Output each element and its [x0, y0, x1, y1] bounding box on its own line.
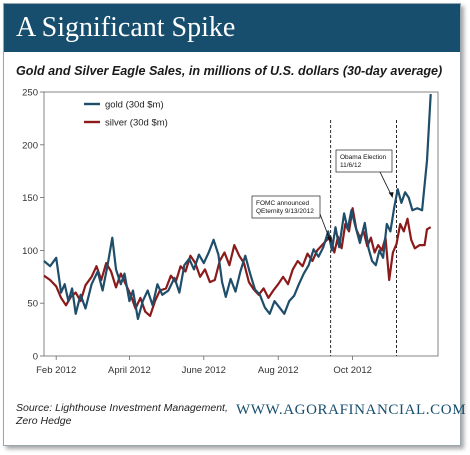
x-tick-label: April 2012	[108, 365, 151, 376]
chart-card: A Significant Spike Gold and Silver Eagl…	[3, 3, 466, 446]
y-tick-label: 250	[22, 88, 38, 99]
annotation-text: Obama Election	[340, 154, 387, 161]
plot-frame	[43, 91, 439, 357]
y-tick-label: 200	[22, 140, 38, 151]
source-note: Source: Lighthouse Investment Management…	[16, 402, 236, 428]
x-tick-label: Aug 2012	[258, 365, 299, 376]
annotation-box	[335, 149, 393, 173]
page-title: A Significant Spike	[16, 12, 236, 43]
x-tick-label: Oct 2012	[333, 365, 372, 376]
y-tick-label: 0	[33, 352, 38, 363]
chart-subtitle: Gold and Silver Eagle Sales, in millions…	[16, 64, 443, 78]
legend-label: gold (30d $m)	[105, 100, 164, 111]
source-line-2: Zero Hedge	[16, 415, 72, 427]
source-line-1: Source: Lighthouse Investment Management…	[16, 402, 228, 414]
y-tick-label: 100	[22, 246, 38, 257]
annotation-text: QEternity 9/13/2012	[256, 208, 314, 215]
title-banner: A Significant Spike	[4, 4, 460, 52]
y-tick-label: 150	[22, 193, 38, 204]
legend-label: silver (30d $m)	[105, 118, 168, 129]
annotation-arrowhead	[326, 236, 332, 242]
annotation-box	[251, 195, 321, 219]
annotation-text: 11/6/12	[340, 162, 362, 169]
gold-series-line	[43, 94, 432, 321]
x-tick-label: June 2012	[182, 365, 226, 376]
annotation-arrowhead	[388, 192, 394, 198]
x-tick-label: Feb 2012	[36, 365, 76, 376]
site-url: WWW.AGORAFINANCIAL.COM	[236, 402, 467, 418]
y-tick-label: 50	[27, 299, 38, 310]
annotation-text: FOMC announced	[256, 200, 309, 207]
